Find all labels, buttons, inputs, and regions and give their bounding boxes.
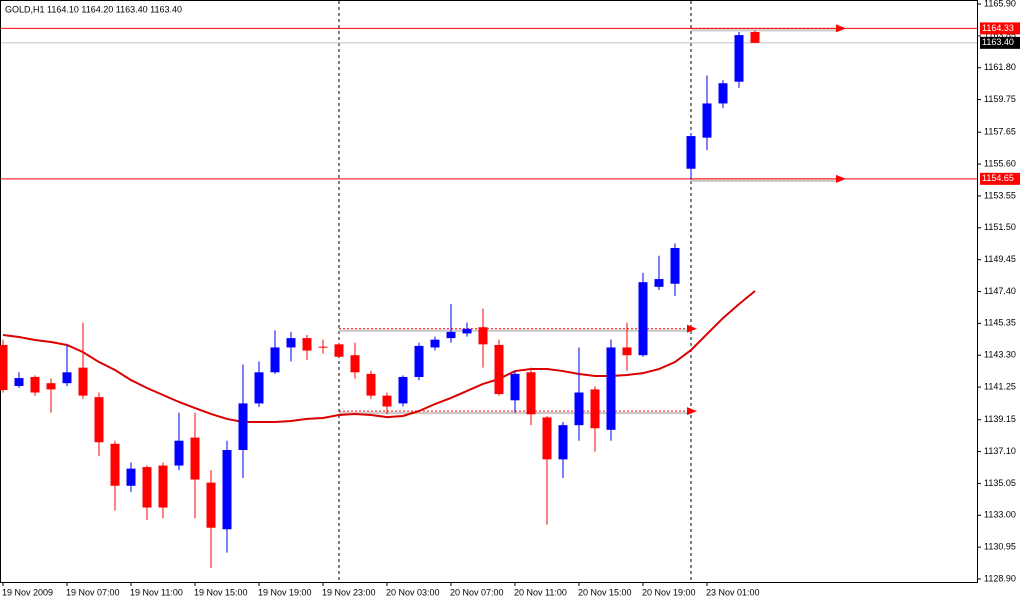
candle-body xyxy=(542,417,552,460)
candle-body xyxy=(750,31,760,43)
x-tick-label: 20 Nov 07:00 xyxy=(450,587,504,597)
y-tick-label: 1153.55 xyxy=(984,190,1016,200)
y-tick-label: 1130.95 xyxy=(984,542,1016,552)
candle-body xyxy=(430,339,440,348)
price-level-label: 1154.65 xyxy=(982,173,1014,183)
candle-body xyxy=(574,392,584,426)
y-tick-label: 1143.30 xyxy=(984,350,1016,360)
x-tick-label: 20 Nov 19:00 xyxy=(642,587,696,597)
y-tick-label: 1135.05 xyxy=(984,478,1016,488)
candle-body xyxy=(190,437,200,480)
candle-body xyxy=(382,395,392,407)
price-level-label: 1163.40 xyxy=(982,37,1014,47)
candle-body xyxy=(718,83,728,104)
candle-body xyxy=(446,331,456,339)
candle-body xyxy=(270,347,280,373)
candle-body xyxy=(494,344,504,395)
y-tick-label: 1149.45 xyxy=(984,254,1016,264)
candle-body xyxy=(302,338,312,351)
x-tick-label: 19 Nov 11:00 xyxy=(130,587,183,597)
x-tick-label: 20 Nov 11:00 xyxy=(514,587,567,597)
y-tick-label: 1157.65 xyxy=(984,127,1016,137)
x-tick-label: 20 Nov 03:00 xyxy=(386,587,440,597)
candle-body xyxy=(590,389,600,429)
candle-body xyxy=(158,465,168,508)
x-tick-label: 19 Nov 07:00 xyxy=(66,587,120,597)
candle-body xyxy=(606,347,616,430)
y-tick-label: 1133.00 xyxy=(984,510,1016,520)
y-tick-label: 1151.50 xyxy=(984,222,1016,232)
candle-body xyxy=(414,345,424,377)
candle-body xyxy=(654,279,664,287)
candle-body xyxy=(206,482,216,528)
candle-body xyxy=(14,378,24,386)
candle-body xyxy=(78,367,88,396)
candle-body xyxy=(638,282,648,356)
price-level-box xyxy=(980,36,1020,49)
y-tick-label: 1147.40 xyxy=(984,286,1016,296)
candle-body xyxy=(286,338,296,348)
y-tick-label: 1161.80 xyxy=(984,62,1016,72)
candle-body xyxy=(0,344,8,391)
y-tick-label: 1128.90 xyxy=(984,573,1016,583)
candle-body xyxy=(526,372,536,415)
candle-body xyxy=(174,440,184,466)
candle-body xyxy=(94,397,104,443)
candle-body xyxy=(334,344,344,357)
y-tick-label: 1155.60 xyxy=(984,158,1016,168)
x-tick-label: 20 Nov 15:00 xyxy=(578,587,632,597)
y-tick-label: 1139.15 xyxy=(984,414,1016,424)
arrow-head xyxy=(687,324,697,333)
chart-title: GOLD,H1 1164.10 1164.20 1163.40 1163.40 xyxy=(5,4,182,14)
y-tick-label: 1141.25 xyxy=(984,381,1016,391)
candle-body xyxy=(46,383,56,390)
candle-body xyxy=(558,425,568,460)
candle-body xyxy=(238,403,248,451)
y-tick-label: 1163.85 xyxy=(984,30,1016,40)
x-tick-label: 19 Nov 2009 xyxy=(2,587,53,597)
candle-body xyxy=(62,372,72,384)
arrow-head xyxy=(836,174,846,183)
y-tick-label: 1145.35 xyxy=(984,318,1016,328)
candle-body xyxy=(510,373,520,401)
price-level-label: 1164.33 xyxy=(982,23,1014,33)
x-tick-label: 19 Nov 23:00 xyxy=(322,587,376,597)
arrow-head xyxy=(836,24,846,33)
arrow-head xyxy=(687,407,697,416)
price-level-box xyxy=(980,172,1020,185)
candle-body xyxy=(366,373,376,396)
moving-average xyxy=(2,290,756,424)
x-tick-label: 23 Nov 01:00 xyxy=(706,587,760,597)
candle-body xyxy=(126,468,136,486)
y-tick-label: 1137.10 xyxy=(984,446,1016,456)
y-tick-label: 1159.75 xyxy=(984,94,1016,104)
x-tick-label: 19 Nov 15:00 xyxy=(194,587,248,597)
x-tick-label: 19 Nov 19:00 xyxy=(258,587,312,597)
candle-body xyxy=(318,346,328,348)
y-tick-label: 1165.90 xyxy=(984,0,1016,8)
candle-body xyxy=(734,35,744,82)
price-level-box xyxy=(980,22,1020,35)
candle-body xyxy=(622,347,632,356)
candle-body xyxy=(142,467,152,508)
candle-body xyxy=(670,247,680,284)
candle-body xyxy=(30,376,40,393)
candle-body xyxy=(350,355,360,373)
candle-body xyxy=(110,443,120,486)
candle-body xyxy=(222,450,232,530)
candle-body xyxy=(462,328,472,334)
candle-body xyxy=(686,136,696,169)
candle-body xyxy=(702,103,712,138)
candle-body xyxy=(398,376,408,404)
candle-body xyxy=(254,372,264,404)
candle-body xyxy=(478,327,488,345)
